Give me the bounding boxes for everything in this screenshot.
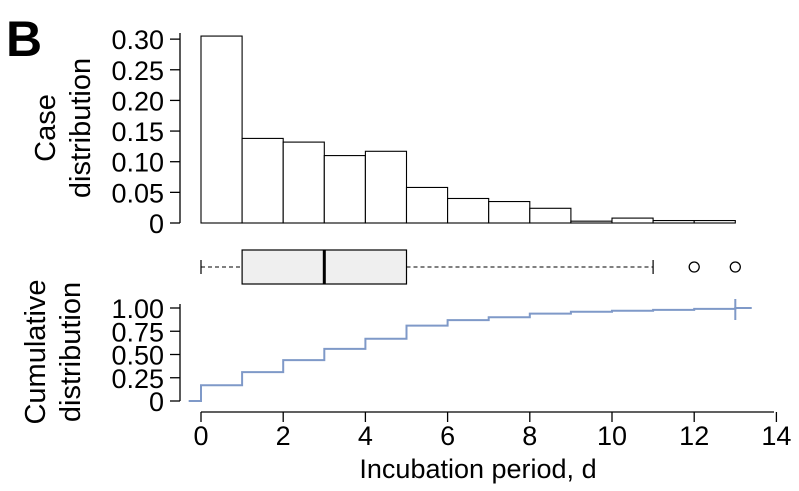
ecdf-ylabel-line1: Cumulative [20, 279, 52, 424]
histogram-y-tick-label: 0.15 [111, 117, 164, 147]
histogram-y-tick-label: 0.10 [111, 148, 164, 178]
boxplot-outlier [688, 261, 700, 273]
x-tick-label: 2 [276, 421, 291, 451]
histogram-ylabel-line1: Case [30, 94, 62, 162]
ecdf-y-tick-label: 0 [149, 387, 164, 417]
ecdf-panel: 00.250.500.751.00 0 2 4 6 8 10 12 14 Cumulative… [20, 279, 791, 484]
x-tick-label: 4 [358, 421, 373, 451]
histogram-bar [447, 197, 490, 224]
histogram-bar [364, 150, 408, 224]
histogram-bar [323, 155, 366, 224]
x-tick-label: 6 [440, 421, 455, 451]
histogram-y-ticks: 00.050.100.150.200.250.30 [111, 25, 180, 239]
histogram-panel: 00.050.100.150.200.250.30 Case distribut… [30, 25, 736, 239]
ecdf-y-tick-label: 0.50 [111, 341, 164, 371]
histogram-bar [200, 35, 243, 224]
ecdf-series [188, 299, 752, 402]
ecdf-y-tick-label: 0.25 [111, 364, 164, 394]
histogram-bar [529, 207, 572, 224]
x-tick-label: 0 [193, 421, 208, 451]
histogram-y-tick-label: 0 [149, 209, 164, 239]
x-tick-label: 14 [761, 421, 791, 451]
x-tick-label: 10 [597, 421, 627, 451]
panel-letter: B [6, 11, 42, 67]
histogram-ylabel-line2: distribution [65, 58, 97, 198]
ecdf-step-line [188, 307, 752, 402]
histogram-bar [488, 200, 531, 224]
boxplot-outlier [729, 261, 741, 273]
histogram-bars [200, 35, 736, 224]
histogram-bar [570, 220, 613, 224]
histogram-bar [652, 219, 695, 224]
histogram-y-tick-label: 0.30 [111, 25, 164, 55]
histogram-y-tick-label: 0.25 [111, 56, 164, 86]
ecdf-ylabel-line2: distribution [55, 282, 87, 422]
x-tick-label: 8 [522, 421, 537, 451]
ecdf-y-tick-label: 1.00 [111, 294, 164, 324]
histogram-y-tick-label: 0.20 [111, 86, 164, 116]
histogram-bar [241, 137, 284, 224]
histogram-bar [282, 141, 325, 224]
histogram-bar [611, 217, 654, 224]
histogram-bar [405, 186, 449, 224]
x-axis-label: Incubation period, d [359, 454, 596, 484]
ecdf-y-tick-label: 0.75 [111, 317, 164, 347]
ecdf-y-ticks: 00.250.500.751.00 [111, 294, 180, 417]
ecdf-x-ticks: 0 2 4 6 8 10 12 14 [193, 412, 791, 451]
histogram-y-tick-label: 0.05 [111, 178, 164, 208]
histogram-bar [693, 219, 736, 224]
x-tick-label: 12 [679, 421, 709, 451]
boxplot-panel [200, 249, 741, 285]
